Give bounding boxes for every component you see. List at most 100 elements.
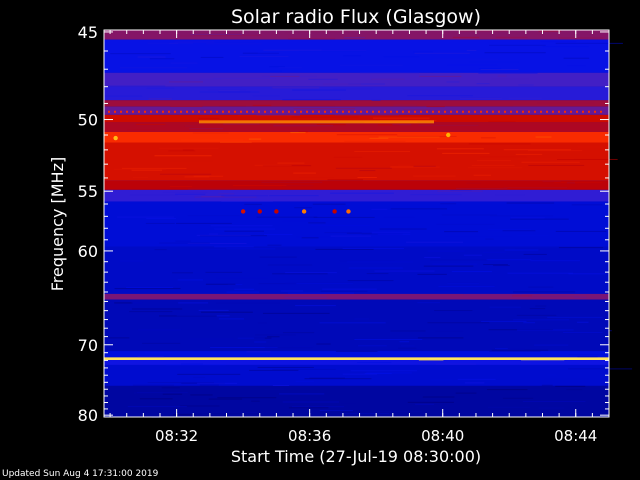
noise-streak [476, 83, 490, 85]
noise-streak [258, 283, 297, 285]
noise-streak [196, 234, 251, 236]
noise-streak [419, 75, 462, 77]
noise-streak [308, 112, 370, 114]
x-tick-label: 08:36 [288, 427, 331, 445]
frequency-band [104, 360, 609, 365]
noise-streak [510, 218, 569, 220]
harmonic-dot [426, 110, 428, 113]
noise-streak [488, 406, 531, 408]
y-tick-label: 70 [78, 336, 98, 355]
noise-streak [461, 109, 470, 111]
noise-streak [357, 177, 377, 179]
noise-streak [357, 345, 387, 347]
noise-streak [257, 52, 284, 54]
noise-streak [518, 158, 575, 160]
harmonic-dot [282, 110, 284, 113]
noise-streak [528, 150, 583, 152]
y-tick-label: 55 [78, 182, 98, 201]
noise-streak [324, 232, 362, 234]
noise-streak [217, 397, 277, 399]
noise-streak [187, 243, 247, 245]
harmonic-dot [108, 110, 110, 113]
harmonic-dot [432, 110, 434, 113]
noise-streak [452, 36, 480, 38]
harmonic-dot [450, 110, 452, 113]
noise-streak [542, 181, 561, 183]
harmonic-dot [456, 110, 458, 113]
noise-streak [427, 322, 490, 324]
noise-streak [427, 250, 465, 252]
noise-streak [202, 413, 259, 415]
noise-streak [308, 78, 338, 80]
harmonic-dot [438, 110, 440, 113]
noise-streak [239, 55, 289, 57]
harmonic-dot [390, 110, 392, 113]
noise-streak [438, 285, 495, 287]
harmonic-dot [180, 110, 182, 113]
noise-streak [373, 117, 430, 119]
noise-streak [398, 164, 411, 166]
harmonic-dot [336, 110, 338, 113]
harmonic-dot [162, 110, 164, 113]
noise-streak [148, 98, 173, 100]
noise-streak [261, 181, 323, 183]
noise-streak [198, 117, 220, 119]
noise-streak [284, 296, 327, 298]
noise-streak [463, 254, 482, 256]
noise-streak [435, 330, 464, 332]
frequency-band [104, 30, 609, 40]
noise-streak [556, 158, 618, 160]
noise-streak [158, 315, 217, 317]
noise-streak [205, 283, 236, 285]
harmonic-dot [300, 110, 302, 113]
noise-streak [139, 398, 173, 400]
noise-streak [517, 235, 549, 237]
noise-streak [455, 392, 477, 394]
noise-streak [159, 147, 219, 149]
noise-streak [173, 414, 195, 416]
noise-streak [254, 164, 292, 166]
noise-streak [440, 203, 457, 205]
noise-streak [503, 187, 568, 189]
noise-streak [359, 72, 419, 74]
noise-streak [297, 105, 335, 107]
harmonic-dot [138, 110, 140, 113]
harmonic-dot [216, 110, 218, 113]
noise-streak [257, 366, 314, 368]
frequency-band [104, 114, 609, 123]
noise-streak [515, 153, 543, 155]
noise-streak [348, 299, 367, 301]
noise-streak [351, 354, 364, 356]
noise-streak [219, 105, 246, 107]
noise-streak [506, 202, 555, 204]
noise-streak [197, 382, 237, 384]
noise-streak [436, 223, 495, 225]
noise-streak [432, 263, 478, 265]
noise-streak [129, 202, 148, 204]
frequency-band [104, 180, 609, 190]
harmonic-dot [516, 110, 518, 113]
noise-streak [277, 162, 305, 164]
noise-streak [535, 305, 547, 307]
noise-streak [422, 396, 455, 398]
harmonic-dot [414, 110, 416, 113]
noise-streak [464, 382, 485, 384]
noise-streak [282, 332, 315, 334]
noise-streak [486, 259, 532, 261]
noise-streak [133, 176, 148, 178]
noise-streak [480, 137, 496, 139]
noise-streak [282, 99, 341, 101]
noise-streak [208, 398, 243, 400]
noise-streak [413, 165, 436, 167]
harmonic-dot [582, 110, 584, 113]
noise-streak [280, 290, 304, 292]
noise-streak [342, 373, 378, 375]
harmonic-dot [528, 110, 530, 113]
noise-streak [563, 57, 590, 59]
noise-streak [116, 363, 143, 365]
noise-streak [272, 273, 328, 275]
harmonic-dot [192, 110, 194, 113]
noise-streak [199, 384, 219, 386]
noise-streak [285, 282, 353, 284]
